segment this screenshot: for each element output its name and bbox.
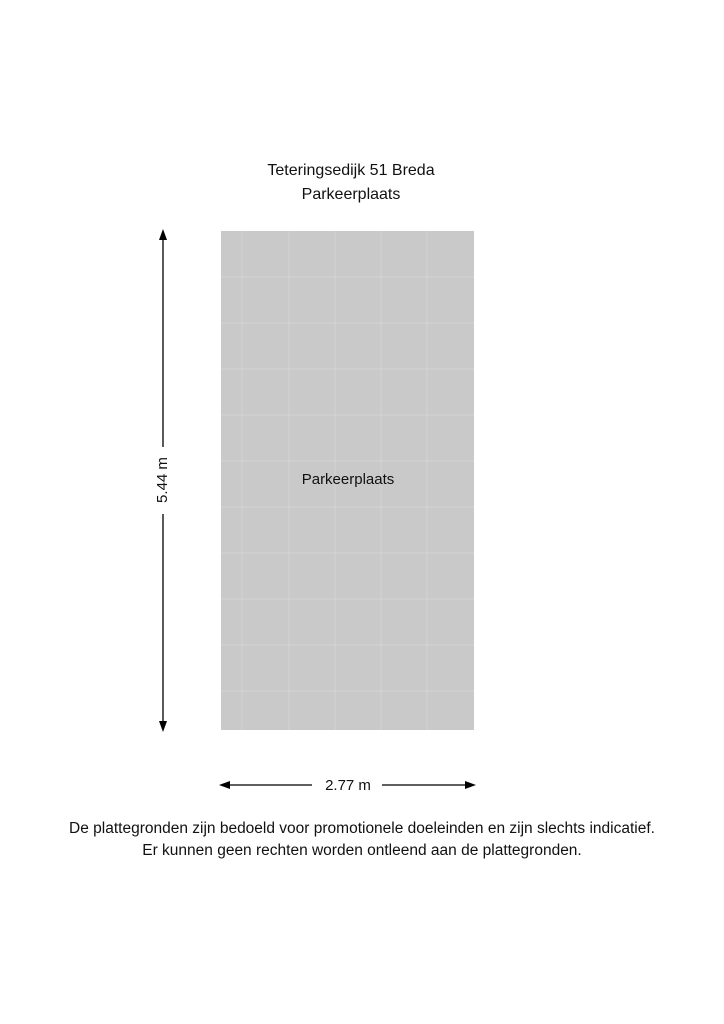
height-label: 5.44 m — [154, 457, 171, 503]
disclaimer: De plattegronden zijn bedoeld voor promo… — [69, 820, 655, 837]
disclaimer: Er kunnen geen rechten worden ontleend a… — [142, 842, 582, 859]
width-dimension: 2.77 m — [219, 777, 476, 794]
arrowhead — [159, 721, 167, 732]
tile-grid — [221, 231, 474, 730]
room-floor — [221, 231, 474, 730]
floor-title: Parkeerplaats — [302, 186, 401, 203]
arrowhead — [465, 781, 476, 789]
room: Parkeerplaats — [221, 231, 474, 730]
height-dimension: 5.44 m — [154, 229, 171, 732]
address-title: Teteringsedijk 51 Breda — [267, 162, 434, 179]
arrowhead — [159, 229, 167, 240]
arrowhead — [219, 781, 230, 789]
room-label: Parkeerplaats — [302, 471, 395, 488]
width-label: 2.77 m — [325, 777, 371, 794]
